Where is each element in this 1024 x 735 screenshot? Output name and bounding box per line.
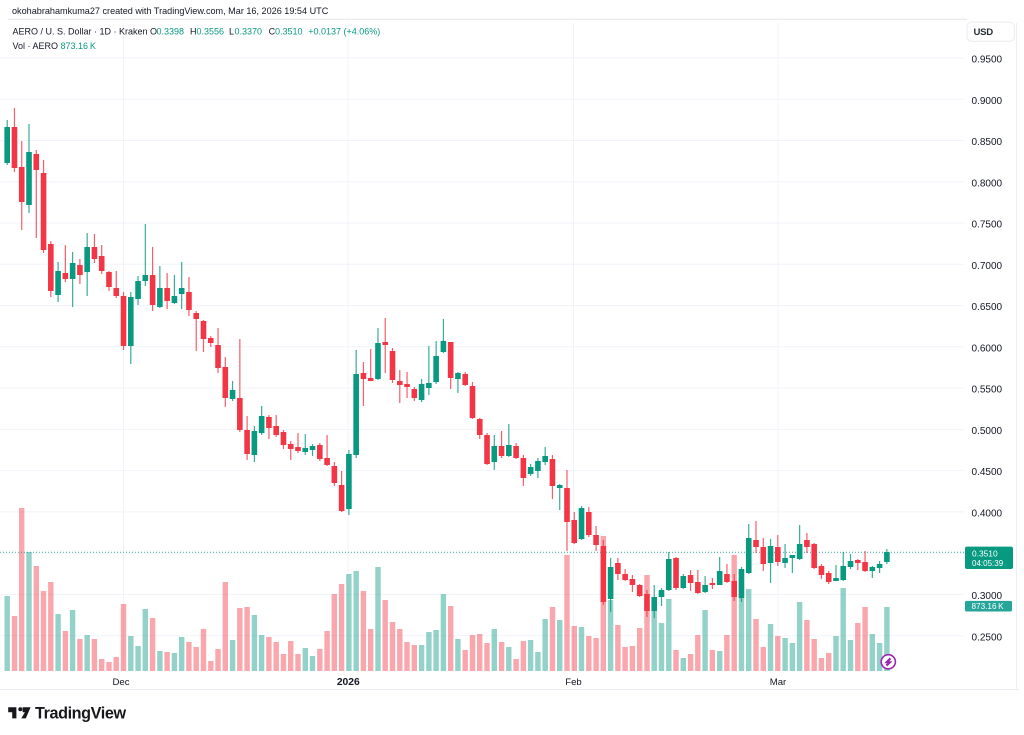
svg-text:0.9000: 0.9000	[972, 96, 1003, 107]
svg-text:2026: 2026	[337, 677, 360, 688]
svg-text:0.6500: 0.6500	[972, 302, 1003, 313]
svg-text:0.3556: 0.3556	[197, 27, 225, 37]
svg-text:+0.0137 (+4.06%): +0.0137 (+4.06%)	[308, 27, 380, 37]
svg-text:0.4500: 0.4500	[972, 467, 1003, 478]
svg-text:Mar: Mar	[770, 677, 787, 688]
svg-text:0.4000: 0.4000	[972, 509, 1003, 520]
svg-text:0.8000: 0.8000	[972, 178, 1003, 189]
svg-text:0.3510: 0.3510	[275, 27, 303, 37]
svg-text:0.7000: 0.7000	[972, 261, 1003, 272]
svg-text:L: L	[229, 27, 234, 37]
svg-text:0.3370: 0.3370	[235, 27, 263, 37]
svg-text:USD: USD	[974, 27, 994, 38]
svg-text:H: H	[190, 27, 197, 37]
svg-text:Dec: Dec	[112, 677, 129, 688]
svg-text:Vol · AERO 873.16 K: Vol · AERO 873.16 K	[13, 41, 96, 51]
svg-text:0.5500: 0.5500	[972, 385, 1003, 396]
svg-text:0.7500: 0.7500	[972, 220, 1003, 231]
svg-text:AERO / U. S. Dollar · 1D · Kra: AERO / U. S. Dollar · 1D · Kraken	[13, 27, 148, 37]
svg-text:873.16 K: 873.16 K	[972, 602, 1005, 611]
svg-text:C: C	[269, 27, 276, 37]
svg-text:0.3510: 0.3510	[972, 549, 998, 559]
svg-text:04:05:39: 04:05:39	[972, 559, 1004, 568]
svg-text:O: O	[150, 27, 157, 37]
svg-text:0.5000: 0.5000	[972, 426, 1003, 437]
svg-text:0.3398: 0.3398	[157, 27, 185, 37]
svg-text:0.3000: 0.3000	[972, 591, 1003, 602]
svg-text:okohabrahamkuma27 created with: okohabrahamkuma27 created with TradingVi…	[12, 6, 329, 16]
svg-text:0.9500: 0.9500	[972, 55, 1003, 66]
svg-text:TradingView: TradingView	[35, 704, 126, 722]
svg-text:0.8500: 0.8500	[972, 137, 1003, 148]
svg-text:0.6000: 0.6000	[972, 343, 1003, 354]
svg-text:Feb: Feb	[565, 677, 582, 688]
svg-text:0.2500: 0.2500	[972, 632, 1003, 643]
